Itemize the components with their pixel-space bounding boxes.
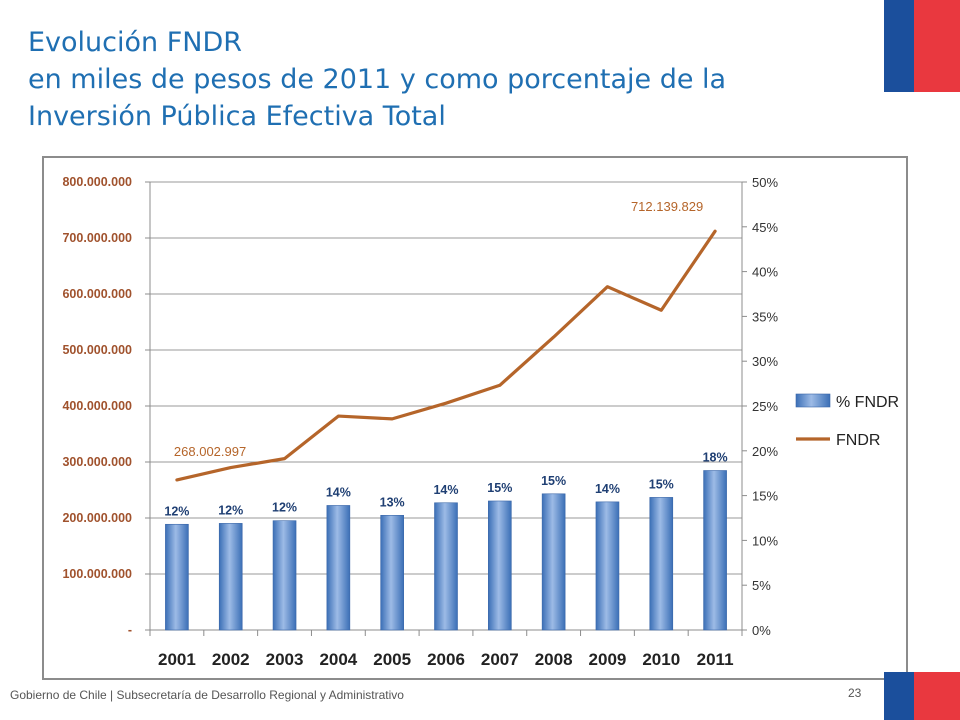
x-axis-category-label: 2003 [266, 650, 304, 669]
x-axis-category-label: 2005 [373, 650, 411, 669]
x-axis-category-label: 2001 [158, 650, 196, 669]
flag-decoration-bottom [884, 672, 960, 720]
bar-series [165, 470, 727, 631]
bar-data-label: 14% [326, 485, 351, 499]
page-number: 23 [848, 686, 862, 700]
left-axis-tick-label: - [128, 623, 132, 637]
left-axis: - 100.000.000 200.000.000 300.000.000 400.00… [62, 175, 151, 637]
left-axis-tick-label: 200.000.000 [62, 511, 132, 525]
bar [703, 470, 727, 631]
bar [595, 501, 620, 631]
x-axis-category-label: 2010 [642, 650, 680, 669]
right-axis-tick-label: 30% [752, 354, 778, 369]
right-axis: 0% 5% 10% 15% 20% 25% 30% 35% 40% 45% 50% [741, 175, 778, 638]
flag-blue-stripe [884, 672, 914, 720]
legend-label: % FNDR [836, 394, 899, 411]
right-axis-tick-label: 40% [752, 265, 778, 280]
x-axis-category-label: 2002 [212, 650, 250, 669]
flag-decoration-top [884, 0, 960, 92]
flag-blue-stripe [884, 0, 914, 92]
bar [541, 493, 566, 631]
bar [326, 505, 351, 631]
right-axis-tick-label: 10% [752, 533, 778, 548]
bar-data-label: 15% [487, 481, 512, 495]
x-axis-category-label: 2008 [535, 650, 573, 669]
legend-bar-swatch [795, 393, 831, 408]
bar-data-label: 14% [433, 483, 458, 497]
left-axis-tick-label: 300.000.000 [62, 455, 132, 469]
combo-chart: - 100.000.000 200.000.000 300.000.000 400.00… [62, 175, 899, 669]
flag-red-stripe [914, 0, 960, 92]
bar-data-label: 18% [703, 451, 728, 465]
flag-red-stripe [914, 672, 960, 720]
x-axis-category-label: 2007 [481, 650, 519, 669]
x-axis-category-label: 2004 [319, 650, 357, 669]
legend-label: FNDR [836, 432, 880, 449]
left-axis-tick-label: 400.000.000 [62, 399, 132, 413]
bar [272, 520, 297, 631]
chart-legend: % FNDR FNDR [795, 393, 899, 449]
x-axis-category-label: 2009 [589, 650, 627, 669]
bar-data-label: 12% [164, 504, 189, 518]
slide-title: Evolución FNDR en miles de pesos de 2011… [28, 24, 868, 135]
left-axis-tick-label: 100.000.000 [62, 567, 132, 581]
left-axis-tick-label: 800.000.000 [62, 175, 132, 189]
right-axis-tick-label: 15% [752, 489, 778, 504]
line-series [175, 229, 717, 482]
bar-data-label: 14% [595, 482, 620, 496]
right-axis-tick-label: 5% [752, 578, 771, 593]
bar [218, 523, 243, 631]
left-axis-tick-label: 700.000.000 [62, 231, 132, 245]
right-axis-tick-label: 35% [752, 309, 778, 324]
bar-data-label: 15% [541, 474, 566, 488]
bar-data-label: 15% [649, 477, 674, 491]
x-axis-category-label: 2006 [427, 650, 465, 669]
right-axis-tick-label: 25% [752, 399, 778, 414]
title-line-1: Evolución FNDR [28, 27, 243, 58]
title-line-2: en miles de pesos de 2011 y como porcent… [28, 64, 727, 95]
right-axis-tick-label: 20% [752, 444, 778, 459]
bar-data-labels: 12% 12% 12% 14% 13% 14% 15% 15% 14% 15% 18% [164, 451, 727, 519]
bar [165, 523, 189, 631]
right-axis-tick-label: 0% [752, 623, 771, 638]
line-annotations: 268.002.997 712.139.829 [174, 199, 703, 459]
bar [649, 497, 674, 631]
bar-data-label: 12% [272, 501, 297, 515]
right-axis-tick-label: 45% [752, 220, 778, 235]
x-axis: 2001 2002 2003 2004 2005 2006 2007 2008 2009 2010… [149, 630, 743, 669]
chart-frame: - 100.000.000 200.000.000 300.000.000 400.00… [42, 156, 908, 680]
footer-text: Gobierno de Chile | Subsecretaría de Des… [10, 688, 404, 702]
bar [434, 502, 458, 631]
x-axis-category-label: 2011 [697, 650, 734, 669]
title-line-3: Inversión Pública Efectiva Total [28, 101, 446, 132]
bar [488, 500, 512, 631]
fndr-line [175, 229, 717, 482]
right-axis-tick-label: 50% [752, 175, 778, 190]
left-axis-tick-label: 500.000.000 [62, 343, 132, 357]
line-annotation-label: 268.002.997 [174, 444, 246, 459]
left-axis-tick-label: 600.000.000 [62, 287, 132, 301]
bar-data-label: 13% [380, 495, 405, 509]
bar-data-label: 12% [218, 503, 243, 517]
bar [380, 515, 404, 631]
line-annotation-label: 712.139.829 [631, 199, 703, 214]
